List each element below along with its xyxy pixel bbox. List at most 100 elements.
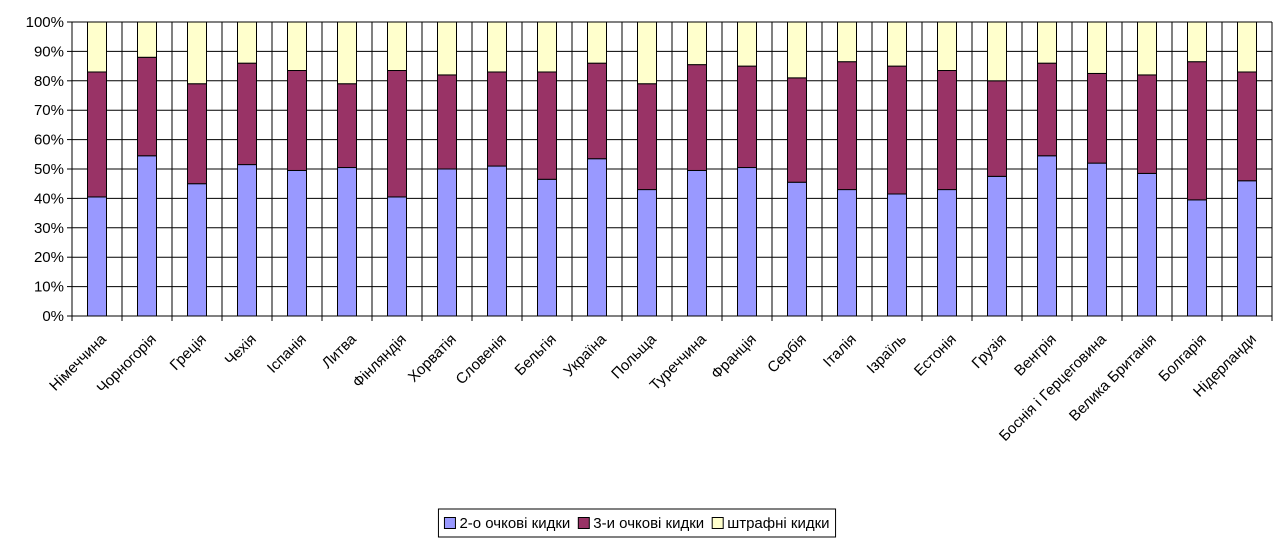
x-tick-label: Сербія bbox=[764, 331, 810, 377]
y-tick-labels: 0% 10% 20% 30% 40% 50% 60% 70% 80% 90% 100% bbox=[26, 14, 64, 325]
bar-segment-2 bbox=[187, 83, 207, 185]
x-tick-label: Грузія bbox=[969, 331, 1010, 372]
y-tick-label: 80% bbox=[34, 73, 64, 90]
bar-segment-3 bbox=[437, 21, 457, 76]
bar-segment-2 bbox=[337, 83, 357, 169]
legend-swatch bbox=[711, 517, 724, 529]
y-tick-label: 40% bbox=[34, 190, 64, 207]
bar-segment-1 bbox=[387, 196, 407, 317]
bar-segment-1 bbox=[987, 175, 1007, 317]
bar-segment-1 bbox=[1137, 172, 1157, 317]
bar-segment-3 bbox=[587, 21, 607, 64]
bar-segment-2 bbox=[137, 56, 157, 157]
bar-segment-2 bbox=[587, 62, 607, 160]
x-tick-label: Польща bbox=[608, 330, 660, 382]
bar-segment-2 bbox=[787, 77, 807, 183]
bar-segment-3 bbox=[637, 21, 657, 85]
bar-segment-3 bbox=[1187, 21, 1207, 63]
x-tick-label: Україна bbox=[560, 330, 610, 380]
bar-segment-1 bbox=[537, 178, 557, 317]
legend-label: 3-и очкові кидки bbox=[593, 515, 704, 532]
legend-swatch bbox=[577, 517, 590, 529]
bar-segment-3 bbox=[537, 21, 557, 73]
bar-segment-3 bbox=[187, 21, 207, 85]
legend: 2-о очкові кидки 3-и очкові кидки штрафні … bbox=[437, 508, 837, 538]
y-tick-label: 10% bbox=[34, 279, 64, 296]
bar-segment-3 bbox=[1087, 21, 1107, 74]
bar-segment-1 bbox=[137, 155, 157, 317]
legend-swatch bbox=[443, 517, 456, 529]
x-tick-label: Греція bbox=[167, 331, 210, 374]
x-tick-label: Литва bbox=[319, 330, 361, 372]
bar-segment-1 bbox=[737, 167, 757, 317]
bars bbox=[87, 21, 1257, 317]
bar-segment-2 bbox=[1137, 74, 1157, 174]
bar-segment-3 bbox=[787, 21, 807, 79]
y-tick-label: 30% bbox=[34, 220, 64, 237]
bar-segment-3 bbox=[687, 21, 707, 66]
gridlines bbox=[72, 21, 1273, 316]
x-tick-label: Бельгія bbox=[512, 331, 560, 379]
bar-segment-2 bbox=[937, 70, 957, 191]
bar-segment-3 bbox=[337, 21, 357, 85]
bar-segment-2 bbox=[237, 62, 257, 166]
bar-segment-2 bbox=[387, 70, 407, 198]
bar-segment-3 bbox=[487, 21, 507, 73]
legend-label: штрафні кидки bbox=[727, 515, 829, 532]
x-tick-label: Словенія bbox=[453, 331, 510, 388]
bar-segment-1 bbox=[237, 164, 257, 317]
x-tick-label: Хорватія bbox=[405, 331, 460, 386]
bar-segment-1 bbox=[187, 183, 207, 317]
bar-segment-1 bbox=[887, 193, 907, 317]
y-tick-label: 0% bbox=[42, 308, 64, 325]
bar-segment-2 bbox=[287, 70, 307, 171]
bar-segment-1 bbox=[487, 165, 507, 317]
bar-segment-2 bbox=[737, 65, 757, 169]
bar-segment-3 bbox=[237, 21, 257, 64]
bar-segment-2 bbox=[87, 71, 107, 198]
bar-segment-1 bbox=[587, 158, 607, 317]
bar-segment-1 bbox=[437, 168, 457, 317]
bar-segment-3 bbox=[937, 21, 957, 72]
bar-segment-2 bbox=[537, 71, 557, 180]
x-tick-label: Венгрія bbox=[1011, 331, 1060, 380]
bar-segment-3 bbox=[87, 21, 107, 73]
bar-segment-1 bbox=[1037, 155, 1057, 317]
x-tick-label: Іспанія bbox=[264, 331, 310, 377]
bar-segment-1 bbox=[287, 169, 307, 317]
legend-label: 2-о очкові кидки bbox=[459, 515, 570, 532]
bar-segment-3 bbox=[987, 21, 1007, 82]
bar-segment-1 bbox=[87, 196, 107, 317]
x-tick-label: Чехія bbox=[222, 331, 260, 369]
bar-segment-2 bbox=[1237, 71, 1257, 182]
bar-segment-1 bbox=[1087, 162, 1107, 317]
bar-segment-2 bbox=[887, 65, 907, 195]
bar-segment-1 bbox=[687, 169, 707, 317]
y-tick-label: 60% bbox=[34, 132, 64, 149]
bar-segment-3 bbox=[1137, 21, 1157, 76]
y-tick-label: 100% bbox=[26, 14, 64, 31]
legend-frame bbox=[437, 508, 837, 538]
bar-segment-2 bbox=[1187, 61, 1207, 201]
bar-segment-1 bbox=[1237, 180, 1257, 317]
bar-segment-2 bbox=[987, 80, 1007, 177]
bar-segment-1 bbox=[1187, 199, 1207, 317]
bar-segment-2 bbox=[1087, 72, 1107, 164]
x-tick-label: Велика Британія bbox=[1066, 331, 1160, 425]
bar-segment-2 bbox=[687, 64, 707, 171]
y-tick-label: 90% bbox=[34, 43, 64, 60]
bar-segment-3 bbox=[837, 21, 857, 63]
y-tick-label: 70% bbox=[34, 102, 64, 119]
bar-segment-3 bbox=[387, 21, 407, 72]
bar-segment-3 bbox=[1237, 21, 1257, 73]
bar-segment-1 bbox=[837, 189, 857, 317]
bar-segment-2 bbox=[637, 83, 657, 191]
bar-segment-3 bbox=[737, 21, 757, 67]
bar-segment-1 bbox=[937, 189, 957, 317]
bar-segment-1 bbox=[637, 189, 657, 317]
bar-segment-3 bbox=[1037, 21, 1057, 64]
bar-segment-1 bbox=[787, 181, 807, 317]
bar-segment-1 bbox=[337, 167, 357, 317]
